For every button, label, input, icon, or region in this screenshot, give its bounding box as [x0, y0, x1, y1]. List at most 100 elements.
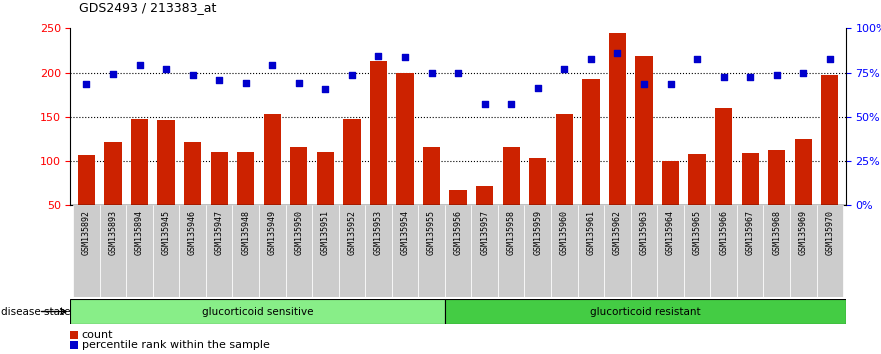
Text: GSM135948: GSM135948: [241, 210, 250, 255]
Text: GSM135959: GSM135959: [533, 210, 543, 255]
Bar: [635, 56, 653, 250]
Bar: [710, 205, 737, 297]
Text: GSM135946: GSM135946: [189, 210, 197, 255]
Text: GSM135969: GSM135969: [799, 210, 808, 255]
Text: GSM135968: GSM135968: [773, 210, 781, 255]
Bar: [657, 205, 684, 297]
Point: [637, 81, 651, 87]
Text: GDS2493 / 213383_at: GDS2493 / 213383_at: [79, 1, 217, 14]
Text: count: count: [82, 330, 114, 340]
Text: GSM135894: GSM135894: [135, 210, 144, 255]
Text: GSM135951: GSM135951: [321, 210, 329, 255]
Point: [478, 102, 492, 107]
Point: [212, 77, 226, 82]
Text: GSM135965: GSM135965: [692, 210, 701, 255]
Bar: [211, 152, 228, 250]
Text: percentile rank within the sample: percentile rank within the sample: [82, 340, 270, 350]
Bar: [764, 205, 790, 297]
Bar: [449, 190, 467, 250]
Point: [132, 62, 146, 68]
Text: GSM135958: GSM135958: [507, 210, 515, 255]
Bar: [370, 61, 387, 250]
Point: [744, 74, 758, 80]
Bar: [768, 150, 785, 250]
Bar: [78, 155, 95, 250]
Point: [344, 73, 359, 78]
Point: [372, 53, 386, 58]
Point: [318, 86, 332, 92]
Text: GSM135892: GSM135892: [82, 210, 91, 255]
Bar: [817, 205, 843, 297]
Point: [106, 72, 120, 77]
Text: GSM135950: GSM135950: [294, 210, 303, 255]
Bar: [551, 205, 578, 297]
Point: [716, 74, 730, 80]
Bar: [206, 205, 233, 297]
Text: GSM135955: GSM135955: [427, 210, 436, 255]
Bar: [556, 114, 573, 250]
Text: glucorticoid sensitive: glucorticoid sensitive: [202, 307, 314, 316]
Bar: [688, 154, 706, 250]
Bar: [396, 73, 414, 250]
Bar: [70, 331, 78, 339]
Bar: [392, 205, 418, 297]
Bar: [344, 119, 360, 250]
Bar: [737, 205, 764, 297]
Point: [770, 73, 784, 78]
Text: GSM135967: GSM135967: [745, 210, 755, 255]
Bar: [476, 186, 493, 250]
Bar: [237, 152, 255, 250]
Text: GSM135964: GSM135964: [666, 210, 675, 255]
Text: GSM135947: GSM135947: [215, 210, 224, 255]
Text: GSM135893: GSM135893: [108, 210, 117, 255]
Bar: [180, 205, 206, 297]
Bar: [317, 152, 334, 250]
Point: [530, 85, 544, 91]
Bar: [445, 299, 846, 324]
Point: [159, 66, 173, 72]
Point: [239, 80, 253, 86]
Bar: [742, 153, 759, 250]
Point: [186, 73, 200, 78]
Bar: [184, 143, 201, 250]
Bar: [471, 205, 498, 297]
Point: [558, 66, 572, 72]
Point: [451, 71, 465, 76]
Text: GSM135957: GSM135957: [480, 210, 489, 255]
Bar: [529, 158, 546, 250]
Text: GSM135956: GSM135956: [454, 210, 463, 255]
Bar: [285, 205, 312, 297]
Bar: [609, 33, 626, 250]
Point: [823, 57, 837, 62]
Bar: [100, 205, 126, 297]
Point: [663, 81, 677, 87]
Text: GSM135954: GSM135954: [401, 210, 410, 255]
Bar: [290, 147, 307, 250]
Bar: [70, 341, 78, 349]
Text: GSM135945: GSM135945: [161, 210, 171, 255]
Bar: [821, 75, 839, 250]
Point: [265, 62, 279, 68]
Bar: [338, 205, 366, 297]
Text: GSM135952: GSM135952: [347, 210, 357, 255]
Text: GSM135960: GSM135960: [559, 210, 569, 255]
Bar: [795, 139, 812, 250]
Point: [398, 54, 412, 59]
Bar: [259, 205, 285, 297]
Text: GSM135962: GSM135962: [613, 210, 622, 255]
Text: GSM135949: GSM135949: [268, 210, 277, 255]
Point: [425, 70, 439, 75]
Text: GSM135970: GSM135970: [825, 210, 834, 255]
Bar: [502, 147, 520, 250]
Bar: [73, 205, 100, 297]
Bar: [662, 161, 679, 250]
Text: glucorticoid resistant: glucorticoid resistant: [590, 307, 700, 316]
Bar: [631, 205, 657, 297]
Text: GSM135953: GSM135953: [374, 210, 383, 255]
Text: GSM135963: GSM135963: [640, 210, 648, 255]
Point: [690, 57, 704, 62]
Bar: [604, 205, 631, 297]
Bar: [418, 205, 445, 297]
Bar: [582, 79, 599, 250]
Text: GSM135961: GSM135961: [587, 210, 596, 255]
